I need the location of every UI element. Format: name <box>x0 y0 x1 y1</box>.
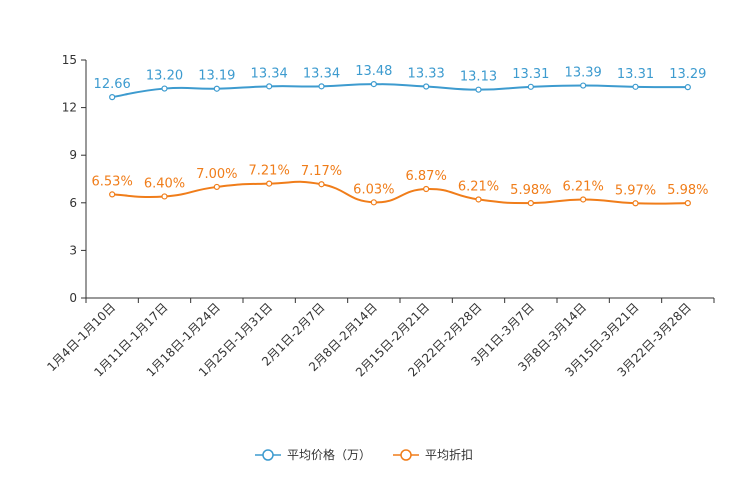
data-label: 6.53% <box>92 174 133 189</box>
y-tick-label: 3 <box>69 243 77 257</box>
data-label: 13.34 <box>251 66 288 81</box>
data-point <box>632 83 639 90</box>
legend-label: 平均价格（万） <box>287 447 371 462</box>
data-label: 6.21% <box>563 179 604 194</box>
data-label: 13.39 <box>565 66 602 81</box>
data-point <box>684 200 691 207</box>
data-label: 13.33 <box>408 66 445 81</box>
data-label: 5.97% <box>615 183 656 198</box>
y-tick-label: 0 <box>69 291 77 305</box>
legend: 平均价格（万） 平均折扣 <box>255 447 473 462</box>
data-point <box>580 196 587 203</box>
data-point <box>370 81 377 88</box>
data-label: 5.98% <box>667 183 708 198</box>
data-label: 7.00% <box>196 167 237 182</box>
data-point <box>423 83 430 90</box>
data-point <box>370 199 377 206</box>
data-label: 13.20 <box>146 69 183 84</box>
data-label: 13.13 <box>460 70 497 85</box>
data-point <box>527 83 534 90</box>
data-point <box>580 82 587 89</box>
data-label: 7.21% <box>249 164 290 179</box>
series-line-0 <box>112 83 688 99</box>
series-layer: 12.66 13.20 13.19 13.34 13.34 13.48 13.33 13.13… <box>92 64 708 207</box>
data-point <box>527 200 534 207</box>
data-point <box>632 200 639 207</box>
data-label: 13.34 <box>303 66 340 81</box>
data-label: 6.40% <box>144 176 185 191</box>
data-label: 6.21% <box>458 179 499 194</box>
data-label: 13.19 <box>198 69 235 84</box>
data-point <box>423 185 430 193</box>
y-tick-label: 15 <box>62 53 77 67</box>
legend-item-0: 平均价格（万） <box>255 447 371 462</box>
y-tick-label: 12 <box>62 101 77 115</box>
data-point <box>318 83 325 90</box>
data-label: 6.87% <box>406 169 447 184</box>
data-point <box>109 94 116 101</box>
y-tick-label: 6 <box>69 196 77 210</box>
y-tick-label: 9 <box>69 148 77 162</box>
data-point <box>475 86 482 93</box>
data-point <box>213 85 220 92</box>
data-label: 13.31 <box>512 67 549 82</box>
data-point <box>266 83 273 90</box>
data-point <box>161 85 168 92</box>
data-point <box>318 181 325 188</box>
data-point <box>161 193 168 200</box>
legend-marker-icon <box>400 449 412 461</box>
data-label: 13.48 <box>355 64 392 79</box>
data-point <box>266 180 273 187</box>
data-point <box>213 183 220 191</box>
data-label: 13.29 <box>669 67 706 82</box>
data-label: 13.31 <box>617 67 654 82</box>
data-label: 5.98% <box>510 183 551 198</box>
data-label: 6.03% <box>353 182 394 197</box>
data-label: 12.66 <box>94 77 131 92</box>
legend-marker-icon <box>262 449 274 461</box>
data-label: 7.17% <box>301 164 342 179</box>
axes: 036912151月4日-1月10日1月11日-1月17日1月18日-1月24日… <box>44 53 715 380</box>
data-point <box>109 191 116 198</box>
data-point <box>684 84 691 91</box>
legend-item-1: 平均折扣 <box>393 447 473 462</box>
data-point <box>475 196 482 203</box>
legend-label: 平均折扣 <box>425 447 473 462</box>
